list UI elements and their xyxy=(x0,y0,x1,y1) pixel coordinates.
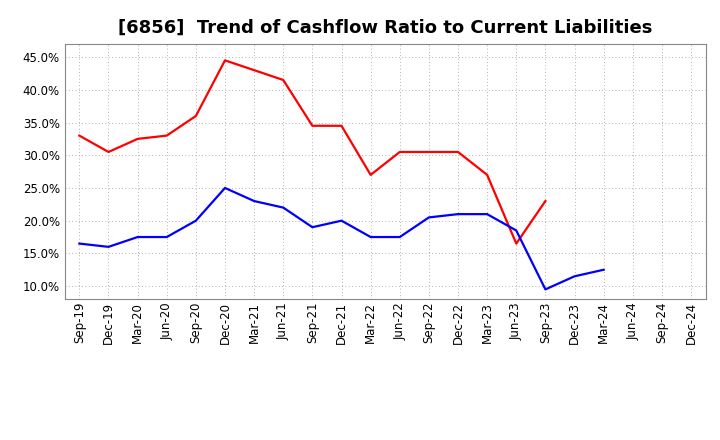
Free CF to Current Liabilities xyxy=(279,205,287,210)
Line: Free CF to Current Liabilities: Free CF to Current Liabilities xyxy=(79,188,603,290)
Free CF to Current Liabilities xyxy=(366,235,375,240)
Line: Operating CF to Current Liabilities: Operating CF to Current Liabilities xyxy=(79,60,546,244)
Operating CF to Current Liabilities xyxy=(75,133,84,138)
Free CF to Current Liabilities xyxy=(250,198,258,204)
Free CF to Current Liabilities xyxy=(337,218,346,224)
Free CF to Current Liabilities xyxy=(599,267,608,272)
Free CF to Current Liabilities xyxy=(308,224,317,230)
Free CF to Current Liabilities xyxy=(220,185,229,191)
Free CF to Current Liabilities xyxy=(425,215,433,220)
Operating CF to Current Liabilities xyxy=(279,77,287,83)
Operating CF to Current Liabilities xyxy=(250,67,258,73)
Operating CF to Current Liabilities xyxy=(308,123,317,128)
Title: [6856]  Trend of Cashflow Ratio to Current Liabilities: [6856] Trend of Cashflow Ratio to Curren… xyxy=(118,19,652,37)
Operating CF to Current Liabilities xyxy=(512,241,521,246)
Free CF to Current Liabilities xyxy=(133,235,142,240)
Operating CF to Current Liabilities xyxy=(163,133,171,138)
Operating CF to Current Liabilities xyxy=(104,149,113,154)
Operating CF to Current Liabilities xyxy=(541,198,550,204)
Operating CF to Current Liabilities xyxy=(395,149,404,154)
Free CF to Current Liabilities xyxy=(483,212,492,217)
Operating CF to Current Liabilities xyxy=(483,172,492,177)
Free CF to Current Liabilities xyxy=(454,212,462,217)
Operating CF to Current Liabilities xyxy=(425,149,433,154)
Free CF to Current Liabilities xyxy=(570,274,579,279)
Free CF to Current Liabilities xyxy=(192,218,200,224)
Operating CF to Current Liabilities xyxy=(337,123,346,128)
Operating CF to Current Liabilities xyxy=(192,114,200,119)
Free CF to Current Liabilities xyxy=(541,287,550,292)
Free CF to Current Liabilities xyxy=(163,235,171,240)
Operating CF to Current Liabilities xyxy=(454,149,462,154)
Free CF to Current Liabilities xyxy=(395,235,404,240)
Free CF to Current Liabilities xyxy=(512,228,521,233)
Operating CF to Current Liabilities xyxy=(366,172,375,177)
Free CF to Current Liabilities xyxy=(104,244,113,249)
Operating CF to Current Liabilities xyxy=(220,58,229,63)
Legend: Operating CF to Current Liabilities, Free CF to Current Liabilities: Operating CF to Current Liabilities, Fre… xyxy=(115,439,655,440)
Operating CF to Current Liabilities xyxy=(133,136,142,142)
Free CF to Current Liabilities xyxy=(75,241,84,246)
